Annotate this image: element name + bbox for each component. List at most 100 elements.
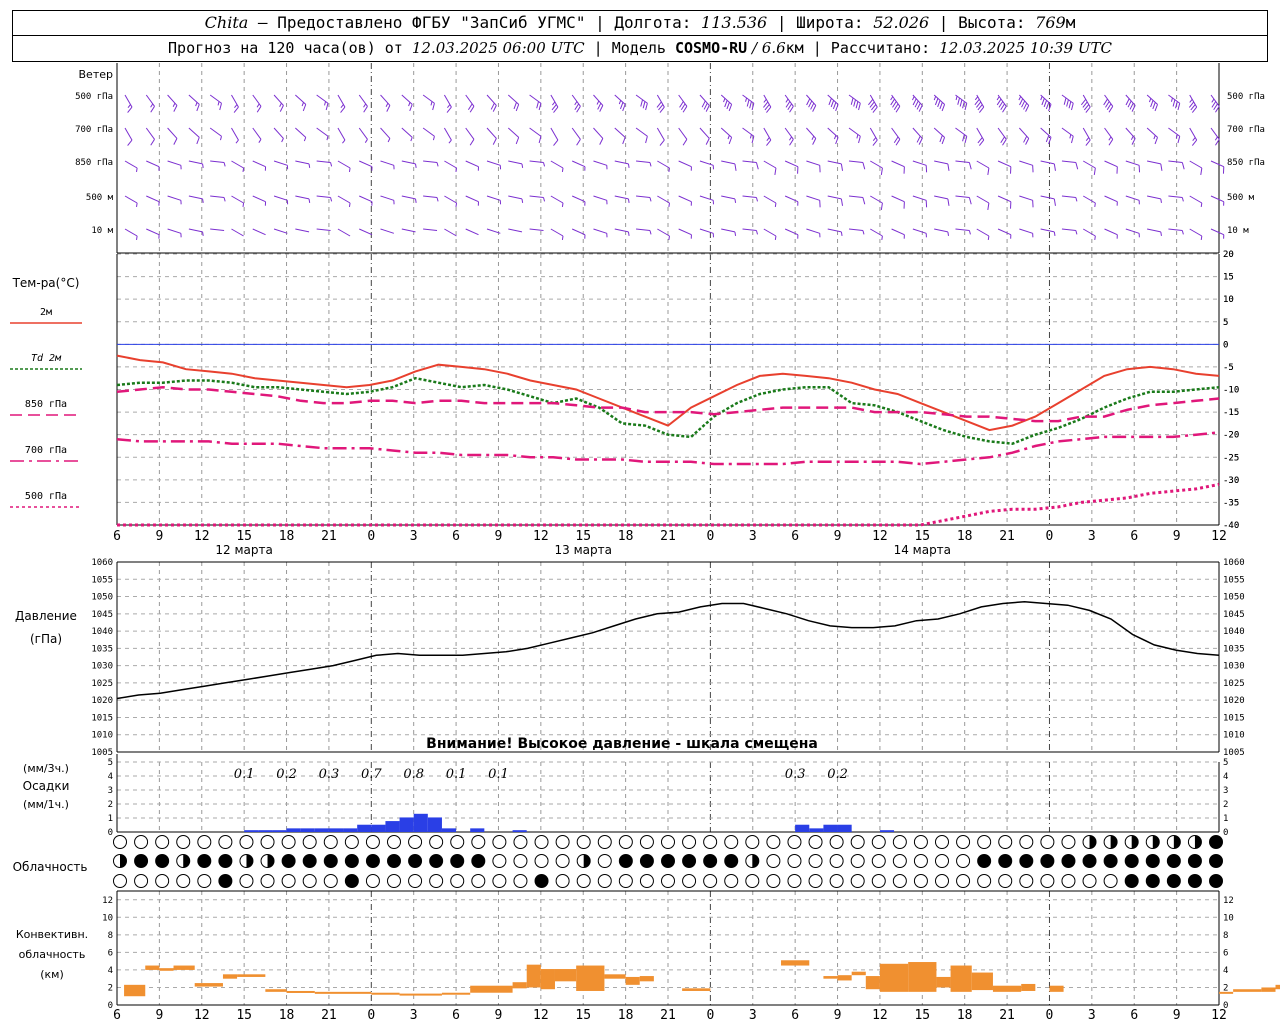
cloud-symbol: [576, 835, 591, 849]
wind-barb: [869, 94, 878, 108]
wind-feather: [1177, 103, 1181, 111]
ytick-right: -40: [1223, 521, 1239, 531]
wind-barb: [1040, 228, 1055, 233]
wind-feather: [386, 105, 391, 112]
wind-level-label: 500 м: [86, 193, 114, 203]
wind-barb: [784, 127, 794, 140]
wind-barb: [1146, 127, 1158, 138]
wind-barb: [571, 127, 581, 140]
wind-barb: [869, 127, 878, 141]
wind-feather: [998, 101, 1004, 108]
wind-barb: [1168, 228, 1183, 231]
ytick-left: 2: [108, 800, 113, 810]
wind-level-label-right: 700 гПа: [1227, 125, 1265, 135]
wind-barb: [1019, 160, 1033, 166]
wind-barb: [699, 160, 714, 166]
wind-feather: [490, 102, 495, 110]
cloud-symbol: [892, 874, 907, 888]
time-tick: 6: [113, 529, 121, 544]
cloud-symbol: [871, 854, 886, 868]
wind-barb: [657, 228, 670, 237]
wind-barb: [763, 94, 772, 108]
wind-feather: [1094, 235, 1096, 241]
wind-barb: [358, 127, 368, 140]
wind-barb: [1168, 127, 1181, 137]
cloud-symbol: [260, 835, 275, 849]
wind-barb: [529, 127, 542, 137]
wind-feather: [627, 198, 630, 203]
lon-label: Долгота:: [614, 13, 702, 32]
conv-bar: [441, 992, 471, 995]
wind-feather: [340, 104, 344, 108]
wind-feather: [1200, 235, 1203, 241]
cloud-symbol: [850, 835, 865, 849]
wind-barb: [742, 195, 757, 198]
wind-feather: [1175, 134, 1178, 139]
cloud-symbol: [302, 874, 317, 888]
wind-feather: [764, 104, 770, 111]
wind-feather: [1071, 136, 1074, 144]
conv-bar: [682, 988, 711, 991]
wind-barb: [1147, 195, 1161, 200]
wind-feather: [217, 101, 220, 106]
cloud-symbol: [956, 874, 971, 888]
wind-feather: [223, 197, 226, 202]
cloud-fill: [752, 854, 759, 868]
precip-3h-label: 0.1: [234, 767, 255, 782]
wind-barb: [699, 195, 714, 201]
time-tick: 12: [1211, 529, 1227, 544]
cloud-symbol: [745, 874, 760, 888]
wind-feather: [455, 167, 458, 173]
wind-feather: [340, 106, 346, 113]
wind-level-label: 700 гПа: [75, 125, 113, 135]
ytick-right: 2: [1223, 800, 1228, 810]
wind-feather: [1211, 98, 1215, 103]
cloud-fill: [1125, 854, 1139, 868]
precip-bar: [795, 824, 810, 832]
wind-barb: [636, 195, 651, 198]
wind-feather: [324, 101, 327, 106]
wind-feather: [1085, 106, 1091, 113]
wind-feather: [1191, 139, 1198, 146]
day-label: 14 марта: [894, 543, 951, 557]
wind-barb: [1168, 94, 1181, 104]
wind-feather: [469, 106, 475, 113]
wind-barb: [1019, 228, 1033, 234]
cloud-symbol: [197, 835, 212, 849]
ytick-left: 1060: [91, 558, 113, 568]
time-tick: 6: [452, 529, 460, 544]
wind-feather: [1002, 106, 1007, 113]
wind-feather: [789, 106, 794, 113]
ytick-left: 1020: [91, 696, 113, 706]
ytick-left: 1: [108, 814, 113, 824]
wind-barb: [1125, 127, 1136, 139]
precip-bar: [385, 821, 400, 832]
conv-bar: [865, 976, 880, 990]
ytick-right: 20: [1223, 250, 1234, 260]
wind-feather: [855, 101, 859, 109]
wind-feather: [538, 136, 542, 144]
time-tick: 18: [279, 529, 295, 544]
cloud-symbol: [176, 874, 191, 888]
wind-feather: [880, 167, 883, 175]
wind-barb: [1210, 127, 1220, 140]
time-tick: 9: [495, 529, 503, 544]
conv-bar: [908, 962, 937, 992]
wind-barb: [145, 94, 155, 107]
wind-feather: [551, 104, 557, 111]
conv-bar: [625, 976, 640, 985]
wind-barb: [1104, 160, 1118, 168]
cloud-fill: [155, 854, 169, 868]
wind-barb: [571, 94, 581, 107]
wind-feather: [968, 162, 972, 170]
precip-bar: [343, 828, 358, 832]
precip-bar: [286, 828, 301, 832]
wind-feather: [1213, 103, 1218, 111]
wind-feather: [127, 139, 133, 146]
calc-label: | Рассчитано:: [803, 39, 940, 57]
wind-barb: [273, 160, 288, 166]
cloud-fill: [1040, 854, 1054, 868]
time-tick: 12: [533, 529, 549, 544]
cloud-fill: [197, 854, 211, 868]
cloud-symbol: [302, 835, 317, 849]
